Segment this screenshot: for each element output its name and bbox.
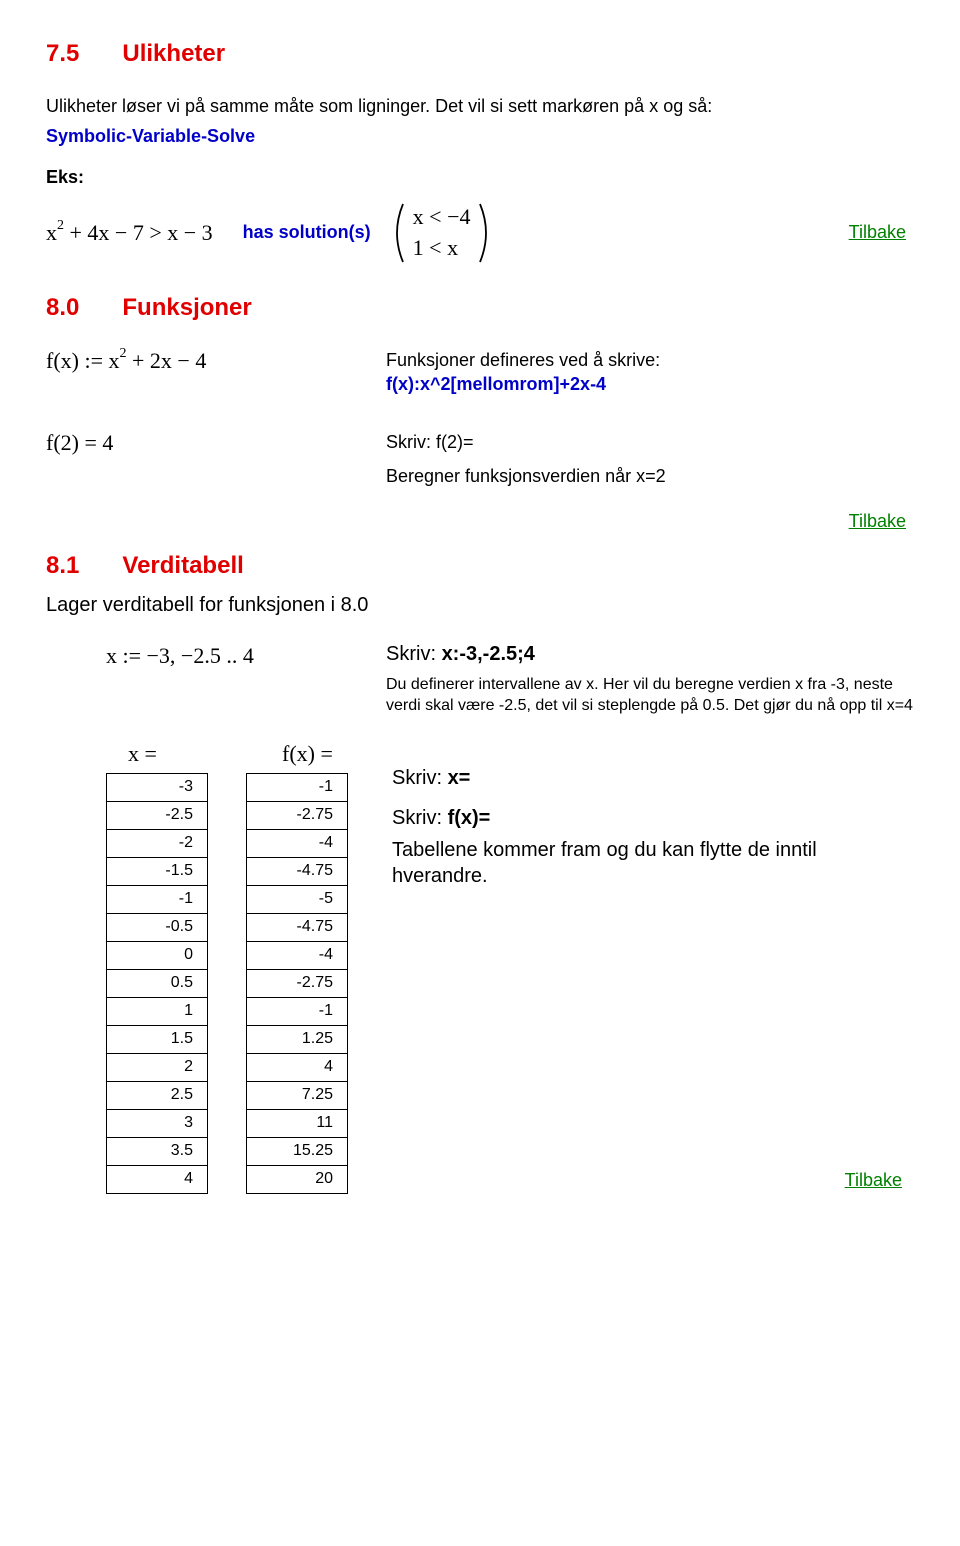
heading-number: 7.5 <box>46 40 79 67</box>
fx-column: f(x) = -1-2.75-4-4.75-5-4.75-4-2.75-11.2… <box>246 741 348 1194</box>
table-cell: -2 <box>107 829 208 857</box>
table-cell: 7.25 <box>247 1081 348 1109</box>
heading-7-5: 7.5 Ulikheter <box>46 40 914 68</box>
xdef-desc: Du definerer intervallene av x. Her vil … <box>386 674 914 717</box>
table-cell: 2.5 <box>107 1081 208 1109</box>
table-cell: 11 <box>247 1109 348 1137</box>
table-cell: -3 <box>107 773 208 801</box>
x-table: -3-2.5-2-1.5-1-0.500.511.522.533.54 <box>106 773 208 1194</box>
note-1b: x= <box>448 767 471 789</box>
right-paren-icon <box>476 202 494 264</box>
eks-label: Eks: <box>46 167 914 188</box>
table-cell: -4 <box>247 829 348 857</box>
table-cell: -4.75 <box>247 857 348 885</box>
has-solutions-label: has solution(s) <box>243 222 371 243</box>
fdef-b: + 2x − 4 <box>127 348 207 373</box>
note-2a: Skriv: <box>392 807 448 829</box>
solution-bracket: x < −4 1 < x <box>389 202 495 264</box>
method-text: Symbolic-Variable-Solve <box>46 124 914 148</box>
heading-8-1: 8.1 Verditabell <box>46 552 914 580</box>
inequality-expr: x2 + 4x − 7 > x − 3 <box>46 220 213 246</box>
table-cell: 20 <box>247 1165 348 1193</box>
heading-number: 8.0 <box>46 294 79 321</box>
f2-skriv: Skriv: f(2)= <box>386 430 914 454</box>
fdef-a: f(x) := x <box>46 348 120 373</box>
inequality-row: x2 + 4x − 7 > x − 3 has solution(s) x < … <box>46 202 914 264</box>
expr-rest: + 4x − 7 > x − 3 <box>64 220 213 245</box>
back-link[interactable]: Tilbake <box>849 511 906 531</box>
table-cell: -1 <box>247 773 348 801</box>
table-cell: -1 <box>247 997 348 1025</box>
table-cell: -4 <box>247 941 348 969</box>
x-head: x = <box>106 741 157 767</box>
solution-top: x < −4 <box>413 206 471 228</box>
table-cell: 0 <box>107 941 208 969</box>
f2-desc: Beregner funksjonsverdien når x=2 <box>386 464 914 488</box>
fx-table: -1-2.75-4-4.75-5-4.75-4-2.75-11.2547.251… <box>246 773 348 1194</box>
heading-title: Ulikheter <box>122 40 225 67</box>
back-link[interactable]: Tilbake <box>845 1170 902 1190</box>
fdef-note: Funksjoner defineres ved å skrive: f(x):… <box>386 348 914 397</box>
heading-number: 8.1 <box>46 552 79 579</box>
xdef-skriv: Skriv: x:-3,-2.5;4 <box>386 643 914 666</box>
table-cell: -2.5 <box>107 801 208 829</box>
skriv-label: Skriv: <box>386 643 442 665</box>
table-cell: -2.75 <box>247 801 348 829</box>
intro-text: Ulikheter løser vi på samme måte som lig… <box>46 94 914 118</box>
fdef-expr: f(x) := x2 + 2x − 4 <box>46 348 386 374</box>
solution-bottom: 1 < x <box>413 237 471 259</box>
f2-expr: f(2) = 4 <box>46 430 386 456</box>
table-cell: 3 <box>107 1109 208 1137</box>
skriv-val: x:-3,-2.5;4 <box>442 643 535 665</box>
table-cell: 1.25 <box>247 1025 348 1053</box>
expr-x: x <box>46 220 57 245</box>
table-cell: -4.75 <box>247 913 348 941</box>
left-paren-icon <box>389 202 407 264</box>
table-cell: 15.25 <box>247 1137 348 1165</box>
table-cell: -1.5 <box>107 857 208 885</box>
xdef-expr: x := −3, −2.5 .. 4 <box>106 643 386 669</box>
table-cell: -5 <box>247 885 348 913</box>
table-cell: -2.75 <box>247 969 348 997</box>
table-cell: -1 <box>107 885 208 913</box>
defnote-2: f(x):x^2[mellomrom]+2x-4 <box>386 372 914 396</box>
note-2b: f(x)= <box>448 807 491 829</box>
back-link[interactable]: Tilbake <box>849 222 906 242</box>
heading-title: Verditabell <box>122 552 243 579</box>
fx-head: f(x) = <box>246 741 333 767</box>
table-cell: 2 <box>107 1053 208 1081</box>
heading-8-0: 8.0 Funksjoner <box>46 294 914 322</box>
lager-text: Lager verditabell for funksjonen i 8.0 <box>46 594 914 617</box>
table-cell: 4 <box>247 1053 348 1081</box>
table-notes: Skriv: x= Skriv: f(x)= Tabellene kommer … <box>392 741 914 895</box>
table-cell: 1.5 <box>107 1025 208 1053</box>
table-cell: 0.5 <box>107 969 208 997</box>
defnote-1: Funksjoner defineres ved å skrive: <box>386 348 914 372</box>
note-3: Tabellene kommer fram og du kan flytte d… <box>392 837 914 889</box>
heading-title: Funksjoner <box>122 294 251 321</box>
note-1a: Skriv: <box>392 767 448 789</box>
table-cell: 4 <box>107 1165 208 1193</box>
table-cell: 3.5 <box>107 1137 208 1165</box>
table-cell: 1 <box>107 997 208 1025</box>
table-cell: -0.5 <box>107 913 208 941</box>
x-column: x = -3-2.5-2-1.5-1-0.500.511.522.533.54 <box>106 741 208 1194</box>
